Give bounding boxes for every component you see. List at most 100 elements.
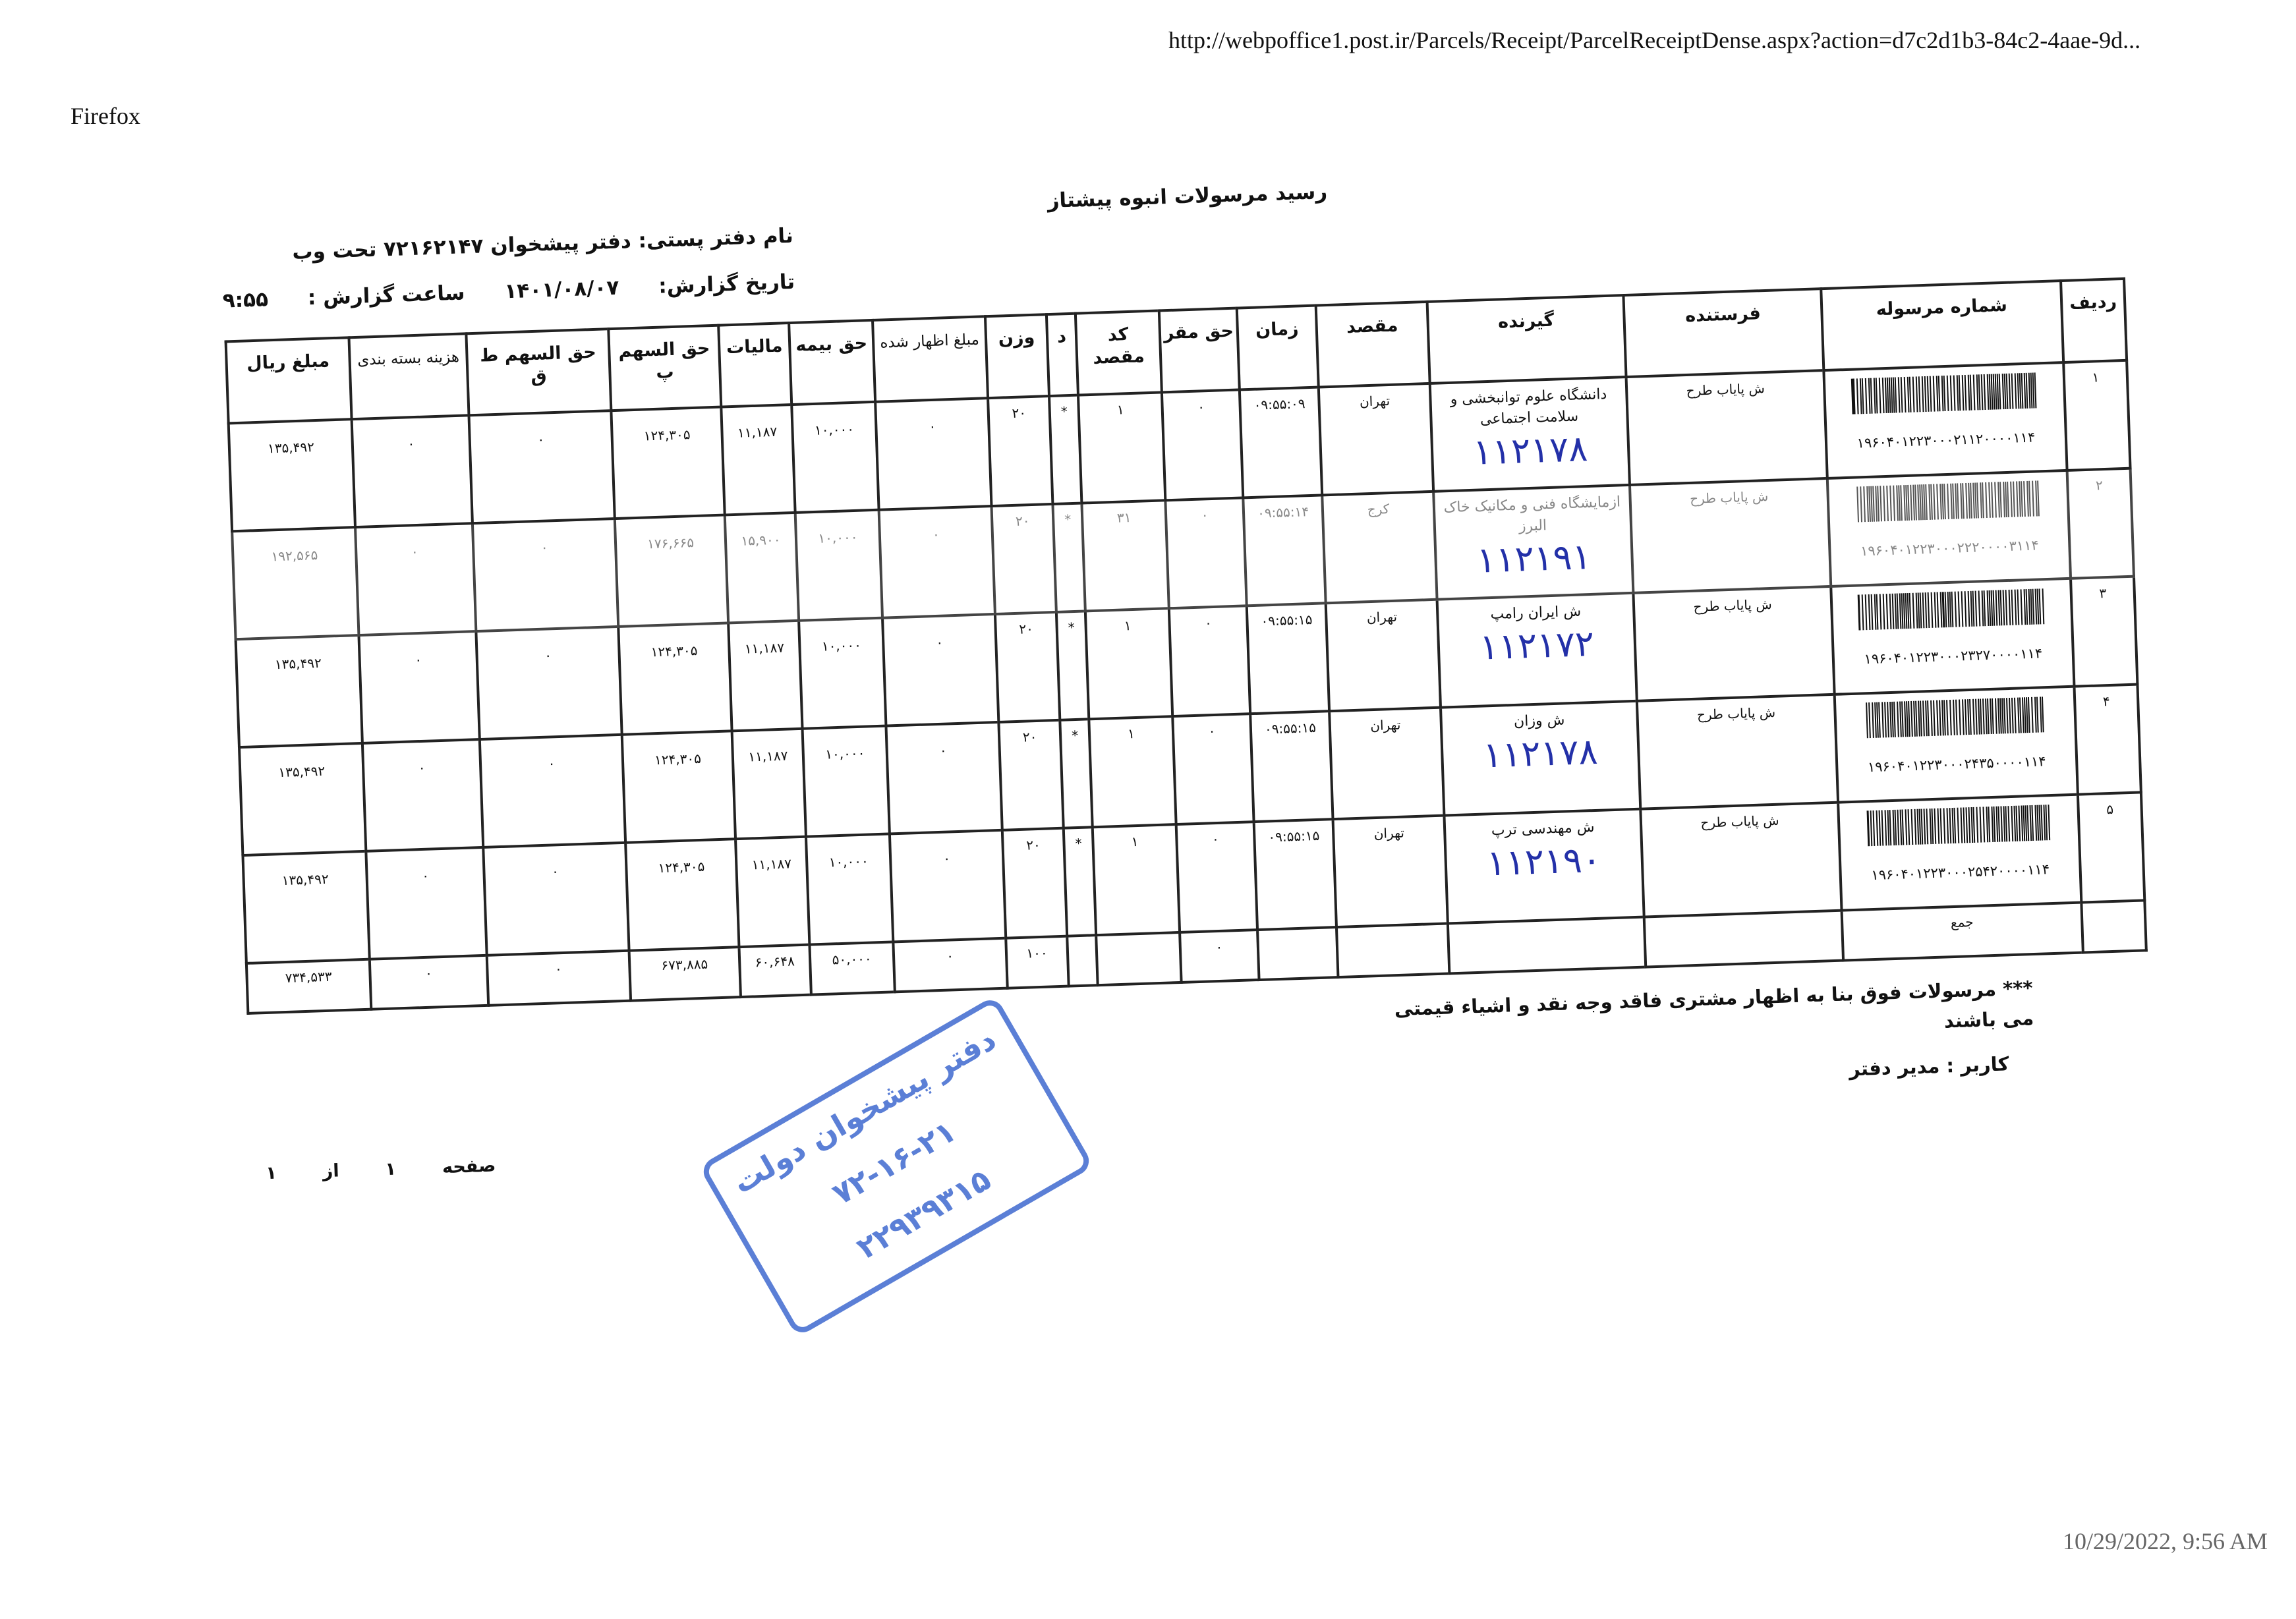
amount-rial-cell: ۱۳۵,۴۹۲ — [235, 635, 362, 748]
page-of: از — [322, 1160, 340, 1182]
total-d — [1067, 935, 1098, 986]
column-header-packaging: هزینه بسته بندی — [349, 333, 469, 420]
barcode-icon — [1837, 480, 2059, 523]
report-date-label: تاریخ گزارش: — [658, 270, 795, 298]
total-base-fee: ۰ — [1180, 930, 1259, 982]
packaging-cell: ۰ — [355, 523, 476, 636]
amount-rial-cell: ۱۳۵,۴۹۲ — [239, 743, 366, 856]
base-fee-cell: ۰ — [1165, 497, 1247, 609]
page-label: صفحه — [442, 1155, 496, 1178]
handwritten-number: ۱۱۲۱۷۸ — [1472, 428, 1589, 473]
handwritten-number: ۱۱۲۱۷۸ — [1482, 730, 1599, 776]
destination-cell: تهران — [1333, 815, 1448, 928]
column-header-parcel-number: شماره مرسوله — [1821, 281, 2064, 371]
barcode-icon — [1844, 696, 2067, 739]
recipient-cell: ازمایشگاه فنی و مکانیک خاک البرز ۱۱۲۱۹۱ — [1433, 484, 1634, 600]
tax-cell: ۱۵,۹۰۰ — [724, 512, 799, 623]
column-header-weight: وزن — [985, 314, 1050, 399]
time-cell: ۰۹:۵۵:۱۵ — [1250, 711, 1333, 822]
page-indicator: صفحه ۱ از ۱ — [266, 1156, 496, 1184]
handwritten-number: ۱۱۲۱۷۲ — [1478, 622, 1595, 668]
column-header-share-p: حق السهم پ — [608, 325, 722, 411]
barcode-icon — [1841, 588, 2063, 631]
declared-value-cell: ۰ — [882, 613, 999, 726]
total-time — [1257, 927, 1338, 980]
base-fee-cell: ۰ — [1161, 389, 1244, 501]
share-tq-cell: ۰ — [483, 842, 629, 955]
recipient-name: دانشگاه علوم توانبخشی و سلامت اجتماعی — [1450, 386, 1607, 428]
insurance-cell: ۱۰,۰۰۰ — [799, 617, 886, 729]
total-row-no — [2081, 900, 2146, 953]
total-destination — [1336, 923, 1450, 978]
total-recipient — [1447, 917, 1646, 974]
total-declared-value: ۰ — [893, 938, 1008, 992]
share-p-cell: ۱۲۴,۳۰۵ — [621, 731, 736, 843]
barcode-icon — [1833, 372, 2056, 414]
column-header-share-tq: حق السهم ط ق — [466, 329, 612, 416]
sender-cell: ش پایاب طرح — [1633, 586, 1835, 701]
parcel-number: ۱۹۶۰۴۰۱۲۲۳۰۰۰۲۳۲۷۰۰۰۰۱۱۴ — [1864, 645, 2043, 667]
share-tq-cell: ۰ — [476, 626, 622, 740]
destination-cell: کرج — [1322, 491, 1437, 604]
office-name: نام دفتر پستی: دفتر پیشخوان ۷۲۱۶۲۱۴۷ تحت… — [291, 223, 794, 265]
d-cell: * — [1049, 395, 1082, 504]
parcel-table: ردیف شماره مرسوله فرستنده گیرنده مقصد زمان حق … — [225, 277, 2148, 1015]
column-header-amount-rial: مبلغ ریال — [225, 337, 352, 424]
recipient-name: ش مهندسی ترپ — [1491, 819, 1595, 839]
insurance-cell: ۱۰,۰۰۰ — [802, 725, 890, 837]
column-header-recipient: گیرنده — [1427, 295, 1626, 383]
page-total: ۱ — [265, 1162, 277, 1184]
row-no-cell: ۱ — [2063, 360, 2131, 470]
column-header-insurance: حق بیمه — [789, 320, 876, 405]
d-cell: * — [1063, 827, 1097, 936]
tax-cell: ۱۱,۱۸۷ — [735, 836, 810, 948]
weight-cell: ۲۰ — [998, 720, 1064, 830]
row-no-cell: ۴ — [2074, 684, 2141, 795]
recipient-cell: دانشگاه علوم توانبخشی و سلامت اجتماعی ۱۱۲… — [1429, 377, 1630, 492]
base-fee-cell: ۰ — [1172, 714, 1254, 825]
destination-cell: تهران — [1325, 599, 1441, 712]
sender-cell: ش پایاب طرح — [1636, 694, 1839, 809]
declared-value-cell: ۰ — [889, 830, 1006, 942]
destination-code-cell: ۱ — [1077, 392, 1166, 503]
parcel-number-cell: ۱۹۶۰۴۰۱۲۲۳۰۰۰۲۱۱۲۰۰۰۰۱۱۴ — [1823, 362, 2067, 478]
row-no-cell: ۲ — [2067, 468, 2134, 579]
document-title: رسید مرسولات انبوه پیشتاز — [1047, 179, 1328, 213]
total-share-p: ۶۷۳,۸۸۵ — [629, 947, 741, 1001]
recipient-name: ازمایشگاه فنی و مکانیک خاک البرز — [1443, 494, 1621, 535]
packaging-cell: ۰ — [359, 631, 480, 743]
report-date: ۱۴۰۱/۰۸/۰۷ — [503, 275, 619, 304]
column-header-declared-value: مبلغ اظهار شده — [873, 316, 989, 402]
destination-code-cell: ۱ — [1085, 608, 1173, 720]
time-cell: ۰۹:۵۵:۱۵ — [1253, 819, 1336, 930]
user-label: کاربر : مدیر دفتر — [1849, 1052, 2009, 1081]
share-tq-cell: ۰ — [479, 734, 626, 847]
receipt-document: رسید مرسولات انبوه پیشتاز نام دفتر پستی:… — [222, 179, 2148, 1184]
column-header-destination: مقصد — [1315, 301, 1430, 387]
weight-cell: ۲۰ — [1002, 828, 1068, 938]
total-amount-rial: ۷۳۴,۵۳۳ — [246, 959, 372, 1013]
amount-rial-cell: ۱۳۵,۴۹۲ — [228, 419, 356, 532]
recipient-cell: ش مهندسی ترپ ۱۱۲۱۹۰ — [1444, 809, 1644, 924]
share-p-cell: ۱۷۶,۶۶۵ — [614, 515, 729, 627]
tax-cell: ۱۱,۱۸۷ — [732, 728, 806, 839]
total-weight: ۱۰۰ — [1006, 936, 1069, 988]
packaging-cell: ۰ — [366, 847, 487, 959]
parcel-number-cell: ۱۹۶۰۴۰۱۲۲۳۰۰۰۲۵۴۲۰۰۰۰۱۱۴ — [1838, 794, 2082, 911]
insurance-cell: ۱۰,۰۰۰ — [805, 834, 894, 945]
parcel-number-cell: ۱۹۶۰۴۰۱۲۲۳۰۰۰۲۴۳۵۰۰۰۰۱۱۴ — [1834, 686, 2078, 803]
destination-cell: تهران — [1318, 383, 1434, 496]
column-header-destination-code: کد مقصد — [1075, 310, 1162, 395]
base-fee-cell: ۰ — [1176, 822, 1258, 932]
time-cell: ۰۹:۵۵:۱۵ — [1246, 603, 1330, 714]
total-insurance: ۵۰,۰۰۰ — [809, 942, 895, 995]
parcel-number: ۱۹۶۰۴۰۱۲۲۳۰۰۰۲۵۴۲۰۰۰۰۱۱۴ — [1871, 861, 2050, 884]
destination-code-cell: ۱ — [1089, 716, 1176, 828]
amount-rial-cell: ۱۹۲,۵۶۵ — [232, 527, 359, 640]
amount-rial-cell: ۱۳۵,۴۹۲ — [243, 851, 370, 963]
report-info: تاریخ گزارش: ۱۴۰۱/۰۸/۰۷ ساعت گزارش : ۹:۵… — [222, 269, 795, 314]
weight-cell: ۲۰ — [988, 396, 1053, 507]
report-time: ۹:۵۵ — [222, 287, 269, 313]
time-cell: ۰۹:۵۵:۱۴ — [1243, 495, 1326, 606]
row-no-cell: ۳ — [2071, 576, 2138, 687]
